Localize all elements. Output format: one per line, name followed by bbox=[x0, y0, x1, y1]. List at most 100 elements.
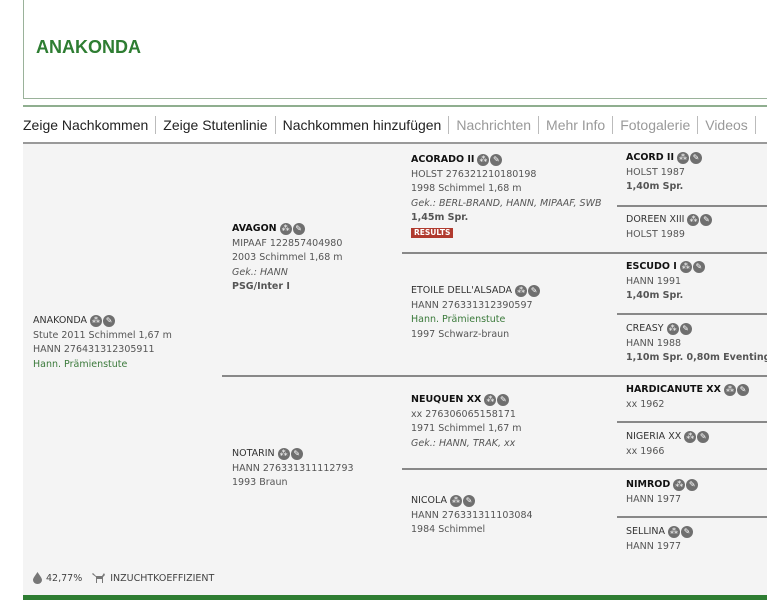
horse-name[interactable]: SELLINA bbox=[626, 526, 666, 537]
nav-more[interactable]: 5 bbox=[754, 116, 767, 134]
nav-nachkommen-hinzufuegen[interactable]: Nachkommen hinzufügen bbox=[274, 116, 449, 134]
edit-icon[interactable]: ✎ bbox=[679, 323, 692, 336]
pedigree-icon[interactable]: ⁂ bbox=[515, 285, 528, 298]
pedigree-icon[interactable]: ⁂ bbox=[279, 223, 292, 236]
horse-notarin: NOTARIN ⁂ ✎ HANN 276331311112793 1993 Brau… bbox=[232, 447, 354, 491]
divider bbox=[617, 205, 767, 207]
edit-icon[interactable]: ✎ bbox=[736, 384, 749, 397]
horse-name[interactable]: DOREEN XIII bbox=[626, 214, 685, 225]
horse-title: Hann. Prämienstute bbox=[411, 314, 506, 325]
nav-zeige-nachkommen[interactable]: Zeige Nachkommen bbox=[23, 117, 149, 133]
edit-icon[interactable]: ✎ bbox=[692, 261, 705, 274]
horse-name[interactable]: ACORADO II bbox=[411, 154, 475, 165]
edit-icon[interactable]: ✎ bbox=[700, 214, 713, 227]
pedigree-icon[interactable]: ⁂ bbox=[90, 315, 103, 328]
horse-etoile: ETOILE DELL'ALSADA ⁂ ✎ HANN 27633131239059… bbox=[411, 284, 541, 342]
horse-name[interactable]: NEUQUEN XX bbox=[411, 394, 482, 405]
horse-info: 1998 Schimmel 1,68 m bbox=[411, 183, 522, 194]
inbreeding-link[interactable]: INZUCHTKOEFFIZIENT bbox=[110, 572, 215, 584]
divider bbox=[402, 468, 767, 470]
blood-percent: 42,77% bbox=[46, 572, 83, 584]
edit-icon[interactable]: ✎ bbox=[681, 526, 694, 539]
horse-name[interactable]: NIGERIA XX bbox=[626, 431, 682, 442]
pedigree-icon[interactable]: ⁂ bbox=[450, 495, 463, 508]
nav-fotogalerie[interactable]: Fotogalerie bbox=[612, 116, 697, 134]
horse-info: HOLST 1987 bbox=[626, 166, 685, 178]
horse-nicola: NICOLA ⁂ ✎ HANN 276331311103084 1984 Schim… bbox=[411, 494, 533, 538]
horse-gek: Gek.: HANN, TRAK, xx bbox=[411, 437, 516, 449]
horse-name[interactable]: ETOILE DELL'ALSADA bbox=[411, 285, 513, 296]
nav-videos[interactable]: Videos bbox=[697, 116, 755, 134]
horse-nimrod: NIMROD ⁂ ✎ HANN 1977 bbox=[626, 478, 699, 507]
pedigree-icon[interactable]: ⁂ bbox=[484, 394, 497, 407]
horse-creasy: CREASY ⁂ ✎ HANN 1988 1,10m Spr. 0,80m Even… bbox=[626, 322, 767, 366]
footer-bar bbox=[23, 595, 767, 600]
pedigree-icon[interactable]: ⁂ bbox=[676, 152, 689, 165]
horse-escudo: ESCUDO I ⁂ ✎ HANN 1991 1,40m Spr. bbox=[626, 260, 705, 304]
pedigree-icon[interactable]: ⁂ bbox=[666, 323, 679, 336]
horse-reg: HANN 276431312305911 bbox=[33, 344, 155, 355]
pedigree-icon[interactable]: ⁂ bbox=[684, 431, 697, 444]
horse-name[interactable]: CREASY bbox=[626, 323, 664, 334]
horse-doreen: DOREEN XIII ⁂ ✎ HOLST 1989 bbox=[626, 213, 713, 242]
horse-name[interactable]: HARDICANUTE XX bbox=[626, 384, 721, 395]
horse-name[interactable]: NICOLA bbox=[411, 495, 448, 506]
horse-info: 1997 Schwarz-braun bbox=[411, 328, 510, 340]
pedigree-icon[interactable]: ⁂ bbox=[277, 448, 290, 461]
divider bbox=[402, 252, 767, 254]
horse-info: 2003 Schimmel 1,68 m bbox=[232, 252, 343, 263]
edit-icon[interactable]: ✎ bbox=[463, 495, 476, 508]
horse-name[interactable]: ANAKONDA bbox=[33, 315, 88, 326]
edit-icon[interactable]: ✎ bbox=[292, 223, 305, 236]
edit-icon[interactable]: ✎ bbox=[290, 448, 303, 461]
horse-reg: MIPAAF 122857404980 bbox=[232, 237, 343, 249]
horse-info: xx 1962 bbox=[626, 398, 665, 410]
horse-avagon: AVAGON ⁂ ✎ MIPAAF 122857404980 2003 Schimm… bbox=[232, 222, 343, 295]
results-badge[interactable]: RESULTS bbox=[411, 227, 454, 238]
horse-gek: Gek.: BERL-BRAND, HANN, MIPAAF, SWB bbox=[411, 197, 602, 209]
horse-name[interactable]: ACORD II bbox=[626, 152, 674, 163]
edit-icon[interactable]: ✎ bbox=[497, 394, 510, 407]
horse-reg: HANN 276331311103084 bbox=[411, 509, 533, 521]
horse-name[interactable]: ESCUDO I bbox=[626, 261, 677, 272]
horse-name[interactable]: AVAGON bbox=[232, 223, 277, 234]
horse-name[interactable]: NIMROD bbox=[626, 479, 671, 490]
horse-performance: 1,40m Spr. bbox=[626, 181, 684, 192]
edit-icon[interactable]: ✎ bbox=[689, 152, 702, 165]
horse-reg: HANN 276331311112793 bbox=[232, 462, 354, 474]
nav-mehr-info[interactable]: Mehr Info bbox=[538, 116, 612, 134]
edit-icon[interactable]: ✎ bbox=[686, 479, 699, 492]
edit-icon[interactable]: ✎ bbox=[528, 285, 541, 298]
pedigree-icon[interactable]: ⁂ bbox=[477, 154, 490, 167]
inbreeding-row: 42,77% INZUCHTKOEFFIZIENT bbox=[33, 572, 214, 584]
horse-reg: xx 276306065158171 bbox=[411, 408, 516, 420]
horse-icon bbox=[92, 573, 106, 583]
pedigree-icon[interactable]: ⁂ bbox=[687, 214, 700, 227]
pedigree-icon[interactable]: ⁂ bbox=[723, 384, 736, 397]
nav-nachrichten[interactable]: Nachrichten bbox=[448, 116, 538, 134]
divider bbox=[222, 375, 767, 377]
edit-icon[interactable]: ✎ bbox=[103, 315, 116, 328]
horse-performance: 1,45m Spr. bbox=[411, 212, 469, 223]
horse-info: 1993 Braun bbox=[232, 477, 288, 488]
horse-gek: Gek.: HANN bbox=[232, 266, 288, 278]
nav-zeige-stutenlinie[interactable]: Zeige Stutenlinie bbox=[155, 116, 274, 134]
edit-icon[interactable]: ✎ bbox=[490, 154, 503, 167]
header-box: ANAKONDA bbox=[23, 0, 767, 99]
horse-nigeria: NIGERIA XX ⁂ ✎ xx 1966 bbox=[626, 430, 710, 459]
horse-name[interactable]: NOTARIN bbox=[232, 448, 275, 459]
horse-reg: HOLST 276321210180198 bbox=[411, 168, 537, 180]
horse-title: Hann. Prämienstute bbox=[33, 358, 128, 370]
horse-info: Stute 2011 Schimmel 1,67 m bbox=[33, 329, 172, 341]
horse-anakonda: ANAKONDA ⁂ ✎ Stute 2011 Schimmel 1,67 m HA… bbox=[33, 314, 172, 372]
horse-info: 1984 Schimmel bbox=[411, 524, 486, 535]
pedigree-icon[interactable]: ⁂ bbox=[668, 526, 681, 539]
horse-acord: ACORD II ⁂ ✎ HOLST 1987 1,40m Spr. bbox=[626, 151, 702, 195]
pedigree-icon[interactable]: ⁂ bbox=[679, 261, 692, 274]
horse-acorado: ACORADO II ⁂ ✎ HOLST 276321210180198 1998 … bbox=[411, 153, 602, 240]
edit-icon[interactable]: ✎ bbox=[697, 431, 710, 444]
horse-sellina: SELLINA ⁂ ✎ HANN 1977 bbox=[626, 525, 694, 554]
pedigree-icon[interactable]: ⁂ bbox=[673, 479, 686, 492]
horse-info: HANN 1977 bbox=[626, 540, 682, 552]
divider bbox=[23, 105, 767, 107]
